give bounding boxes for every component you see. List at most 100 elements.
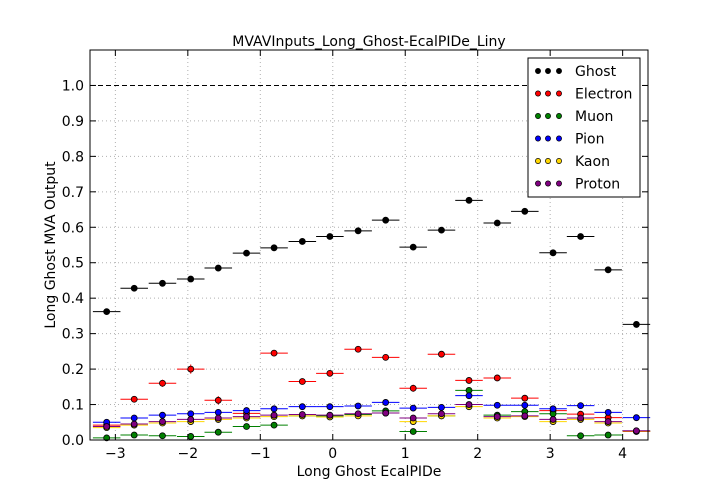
data-point (604, 408, 612, 416)
y-tick-label: 0.3 (62, 327, 84, 343)
data-point (409, 428, 417, 435)
data-point (493, 413, 501, 421)
data-point (577, 233, 585, 240)
data-point (633, 427, 640, 435)
data-point (159, 279, 166, 287)
data-point (438, 410, 445, 418)
data-point (214, 264, 222, 272)
data-point (243, 423, 250, 430)
data-series (92, 196, 651, 442)
data-point (521, 401, 529, 409)
legend-marker (535, 158, 541, 164)
data-point (577, 432, 585, 440)
data-point (438, 403, 445, 411)
y-tick-label: 1.0 (62, 78, 84, 94)
data-point (103, 423, 111, 430)
data-point (270, 421, 278, 429)
legend: Ghost Electron Muon Pion Kaon Proton (527, 57, 641, 198)
plot-frame (89, 49, 649, 441)
data-point (465, 377, 473, 384)
data-point (521, 207, 529, 215)
legend-marker (545, 158, 551, 164)
data-point (130, 395, 138, 403)
data-point (243, 407, 250, 414)
legend-marker (535, 90, 541, 97)
y-tick-label: 0.8 (62, 149, 84, 165)
legend-marker (556, 90, 562, 97)
data-point (438, 226, 445, 234)
series-ghost (92, 196, 651, 328)
legend-label: Ghost (575, 64, 617, 80)
x-tick-label: 4 (618, 446, 627, 462)
data-point (214, 428, 222, 436)
x-tick-label: −2 (178, 446, 199, 462)
legend-box (527, 57, 641, 198)
y-tick-label: 0.2 (62, 362, 84, 378)
data-point (521, 394, 529, 402)
data-point (382, 216, 390, 224)
data-point (409, 384, 417, 392)
data-point (382, 399, 390, 406)
data-point (243, 249, 250, 257)
data-point (409, 414, 417, 422)
data-point (549, 249, 557, 257)
data-point (103, 308, 111, 316)
data-point (187, 410, 195, 418)
data-point (633, 414, 640, 422)
x-tick-label: 2 (473, 446, 482, 462)
data-point (354, 345, 362, 353)
x-tick-label: −3 (105, 446, 126, 462)
legend-label: Pion (575, 132, 604, 148)
data-point (270, 405, 278, 413)
y-tick-label: 0.0 (62, 433, 84, 449)
data-point (214, 408, 222, 416)
y-tick-label: 0.9 (62, 114, 84, 130)
data-point (521, 412, 529, 420)
y-tick-label: 0.5 (62, 256, 84, 272)
data-point (465, 392, 473, 400)
legend-marker (545, 113, 551, 119)
data-point (159, 411, 166, 419)
data-point (130, 284, 138, 292)
data-point (187, 416, 195, 423)
legend-marker (535, 113, 541, 119)
legend-marker (545, 135, 551, 142)
data-point (465, 401, 473, 408)
data-point (130, 414, 138, 422)
data-point (633, 321, 640, 328)
data-point (298, 411, 306, 418)
data-point (214, 396, 222, 404)
data-point (243, 413, 250, 421)
legend-marker (556, 68, 562, 74)
legend-label: Muon (575, 109, 613, 125)
series-pion (92, 392, 651, 426)
data-point (354, 227, 362, 235)
legend-marker (535, 135, 541, 142)
legend-marker (556, 158, 562, 164)
legend-marker (556, 135, 562, 142)
data-point (298, 238, 306, 245)
data-point (409, 404, 417, 412)
x-tick-label: 1 (401, 446, 410, 462)
y-tick-label: 0.6 (62, 220, 84, 236)
x-axis-label: Long Ghost EcalPIDe (297, 464, 442, 480)
chart-title: MVAVInputs_Long_Ghost-EcalPIDe_Liny (232, 34, 505, 50)
data-point (493, 401, 501, 409)
data-point (270, 349, 278, 357)
data-point (604, 431, 612, 439)
data-point (270, 244, 278, 252)
data-point (187, 365, 195, 373)
data-point (298, 403, 306, 411)
x-tick-label: −1 (250, 446, 271, 462)
data-point (326, 233, 334, 240)
data-point (354, 410, 362, 418)
data-point (604, 418, 612, 425)
y-tick-label: 0.1 (62, 398, 84, 414)
y-axis-label: Long Ghost MVA Output (43, 161, 59, 329)
data-point (382, 409, 390, 417)
legend-marker (535, 68, 541, 74)
x-tick-label: 3 (546, 446, 555, 462)
legend-marker (535, 180, 541, 187)
data-point (382, 353, 390, 361)
data-point (187, 275, 195, 283)
